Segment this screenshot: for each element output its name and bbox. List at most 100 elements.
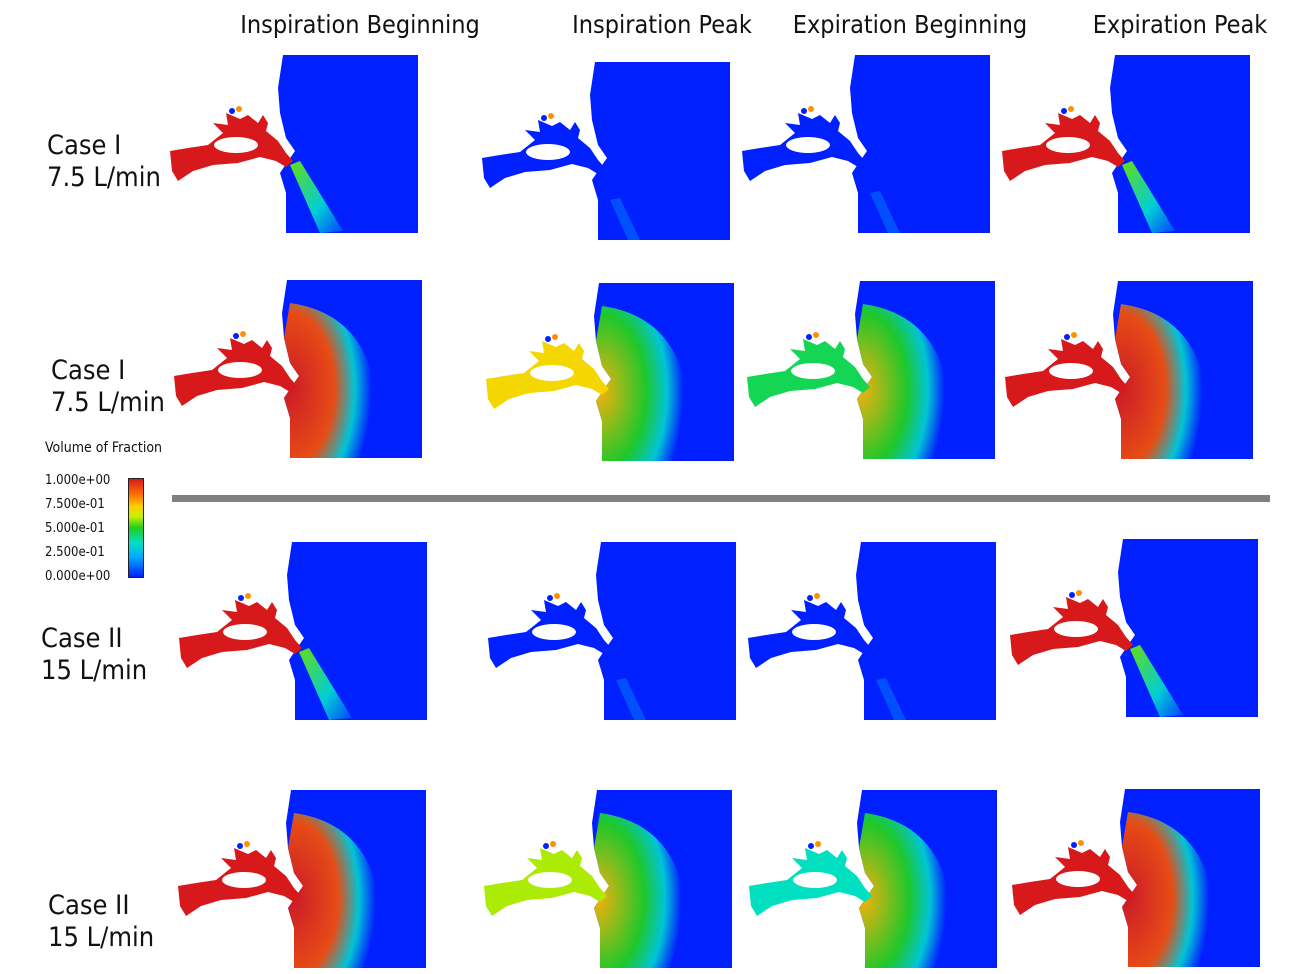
small-region-yellow: [1068, 106, 1074, 112]
simulation-panel: [177, 540, 437, 725]
simulation-panel: [480, 60, 740, 245]
legend-tick: 1.000e+00: [45, 473, 111, 488]
airway-cavity: [1049, 363, 1093, 379]
small-region-blue: [547, 595, 553, 601]
small-region-yellow: [808, 106, 814, 112]
fluid-domain: [287, 542, 427, 720]
small-region-blue: [543, 843, 549, 849]
fluid-domain: [278, 55, 418, 233]
small-region-yellow: [550, 841, 556, 847]
residual-plume: [876, 678, 906, 720]
airway-cavity: [218, 362, 262, 378]
airway-cavity: [530, 365, 574, 381]
simulation-panel: [168, 53, 428, 238]
legend-title: Volume of Fraction: [45, 440, 163, 456]
case-separator: [172, 495, 1270, 502]
row-case-name: Case II: [48, 890, 130, 921]
column-title-expiration-beginning: Expiration Beginning: [792, 10, 1028, 39]
droplet-plume: [288, 813, 381, 968]
fluid-domain: [1110, 55, 1250, 233]
airway-cavity: [214, 137, 258, 153]
row-flow-rate: 15 L/min: [41, 655, 148, 686]
small-region-yellow: [815, 841, 821, 847]
airway-cavity: [222, 872, 266, 888]
droplet-plume: [596, 306, 689, 461]
row-label-4: Case II 15 L/min: [48, 890, 154, 954]
airway-cavity: [792, 624, 836, 640]
row-flow-rate: 7.5 L/min: [51, 387, 165, 418]
airway-cavity: [1054, 621, 1098, 637]
row-case-name: Case I: [47, 130, 122, 161]
small-region-yellow: [244, 841, 250, 847]
fluid-domain: [856, 542, 996, 720]
small-region-yellow: [245, 593, 251, 599]
fluid-domain: [590, 62, 730, 240]
fluid-domain: [596, 542, 736, 720]
fluid-domain: [1118, 539, 1258, 717]
row-label-1: Case I 7.5 L/min: [47, 130, 161, 194]
small-region-blue: [238, 595, 244, 601]
airway-cavity: [786, 137, 830, 153]
column-title-inspiration-beginning: Inspiration Beginning: [240, 10, 480, 39]
airway-cavity: [1056, 871, 1100, 887]
small-region-yellow: [1076, 590, 1082, 596]
simulation-panel: [746, 540, 1006, 725]
small-region-blue: [229, 108, 235, 114]
small-region-yellow: [813, 332, 819, 338]
small-region-blue: [808, 843, 814, 849]
airway-cavity: [791, 363, 835, 379]
row-case-name: Case II: [41, 623, 123, 654]
row-flow-rate: 7.5 L/min: [47, 162, 161, 193]
legend-tick: 7.500e-01: [45, 497, 105, 512]
small-region-yellow: [240, 331, 246, 337]
airway-cavity: [223, 624, 267, 640]
legend-tick: 5.000e-01: [45, 521, 105, 536]
simulation-panel: [484, 281, 744, 466]
residual-plume: [870, 191, 900, 233]
small-region-yellow: [1071, 332, 1077, 338]
airway-cavity: [528, 872, 572, 888]
droplet-plume: [859, 813, 952, 968]
simulation-panel: [486, 540, 746, 725]
simulation-panel: [1010, 787, 1270, 972]
simulation-panel: [1003, 279, 1263, 464]
small-region-yellow: [552, 334, 558, 340]
airway-cavity: [532, 624, 576, 640]
simulation-panel: [1000, 53, 1260, 238]
simulation-panel: [172, 278, 432, 463]
small-region-yellow: [814, 593, 820, 599]
colorbar: [128, 478, 144, 578]
small-region-blue: [541, 115, 547, 121]
exhaled-jet: [1122, 161, 1175, 233]
small-region-blue: [545, 336, 551, 342]
row-case-name: Case I: [51, 355, 126, 386]
droplet-plume: [857, 304, 950, 459]
small-region-blue: [233, 333, 239, 339]
small-region-blue: [807, 595, 813, 601]
airway-cavity: [1046, 137, 1090, 153]
small-region-blue: [806, 334, 812, 340]
row-flow-rate: 15 L/min: [48, 922, 155, 953]
small-region-blue: [1071, 842, 1077, 848]
small-region-yellow: [1078, 840, 1084, 846]
simulation-panel: [1008, 537, 1268, 722]
small-region-blue: [801, 108, 807, 114]
small-region-yellow: [236, 106, 242, 112]
color-legend: Volume of Fraction 1.000e+00 7.500e-01 5…: [40, 440, 170, 590]
small-region-blue: [1064, 334, 1070, 340]
exhaled-jet: [290, 161, 343, 233]
simulation-panel: [482, 788, 742, 973]
residual-plume: [616, 678, 646, 720]
column-title-expiration-peak: Expiration Peak: [1092, 10, 1268, 39]
simulation-panel: [747, 788, 1007, 973]
legend-tick: 2.500e-01: [45, 545, 105, 560]
simulation-panel: [176, 788, 436, 973]
small-region-blue: [237, 843, 243, 849]
simulation-panel: [745, 279, 1005, 464]
exhaled-jet: [299, 648, 352, 720]
airway-cavity: [526, 144, 570, 160]
droplet-plume: [284, 303, 377, 458]
residual-plume: [610, 198, 640, 240]
airway-cavity: [793, 872, 837, 888]
exhaled-jet: [1130, 645, 1183, 717]
